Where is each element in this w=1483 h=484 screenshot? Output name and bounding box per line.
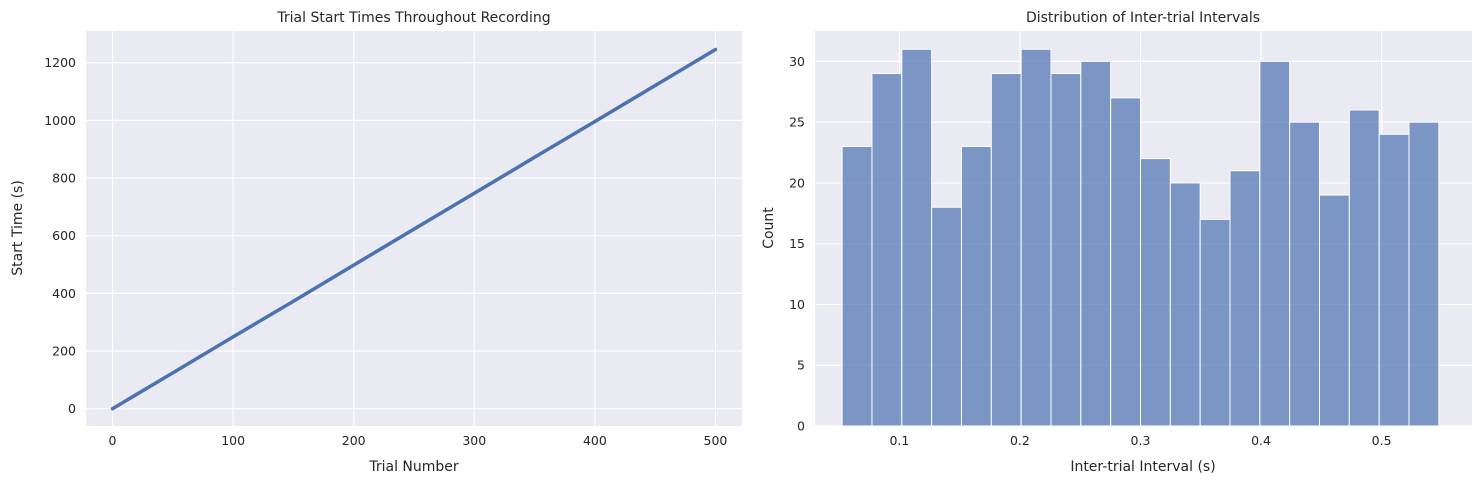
histogram-bar	[1259, 60, 1291, 427]
series-line	[110, 47, 718, 411]
y-tick-label: 0	[797, 419, 805, 434]
histogram-bar	[871, 73, 903, 427]
histogram-bars	[841, 48, 1440, 427]
y-tick-label: 30	[789, 54, 805, 69]
histogram-bar	[1319, 194, 1350, 427]
inter-trial-interval-histogram: 0.1 0.2 0.3 0.4 0.5 0 5 10 15 20 25 30 Distribution…	[761, 10, 1472, 475]
histogram-bar	[1199, 218, 1231, 427]
y-axis-label: Count	[761, 207, 777, 249]
histogram-bar	[931, 206, 962, 427]
histogram-bar	[1408, 121, 1440, 427]
y-tick-label: 400	[52, 286, 76, 301]
x-tick-label: 500	[704, 433, 728, 448]
gridlines	[86, 31, 742, 426]
y-tick-label: 600	[52, 228, 76, 243]
y-tick-label: 0	[68, 401, 76, 416]
histogram-bar	[1169, 182, 1201, 427]
x-tick-label: 0.3	[1131, 433, 1151, 448]
x-tick-label: 200	[342, 433, 366, 448]
y-tick-label: 20	[789, 175, 805, 190]
histogram-bar	[1080, 60, 1112, 427]
histogram-bar	[1050, 73, 1082, 427]
start-time-line	[110, 47, 718, 411]
y-tick-label: 25	[789, 115, 805, 130]
histogram-bar	[1020, 48, 1052, 427]
y-axis-label: Start Time (s)	[10, 180, 26, 276]
tick-labels: 0 100 200 300 400 500 0 200 400 600 800 1000 1200	[44, 55, 727, 448]
y-tick-label: 10	[789, 297, 805, 312]
histogram-bar	[1289, 121, 1321, 427]
trial-start-times-chart: 0 100 200 300 400 500 0 200 400 600 800 1000 1200 Tr…	[10, 10, 742, 475]
chart-title: Distribution of Inter-trial Intervals	[1026, 10, 1260, 26]
histogram-bar	[1229, 170, 1261, 427]
histogram-bar	[901, 48, 933, 427]
x-tick-label: 100	[221, 433, 245, 448]
y-tick-label: 5	[797, 358, 805, 373]
histogram-bar	[990, 73, 1022, 427]
chart-title: Trial Start Times Throughout Recording	[276, 10, 550, 26]
histogram-bar	[1378, 133, 1410, 427]
y-tick-label: 1000	[44, 113, 76, 128]
tick-labels: 0.1 0.2 0.3 0.4 0.5 0 5 10 15 20 25 30	[789, 54, 1391, 448]
histogram-bar	[1110, 97, 1141, 427]
y-tick-label: 1200	[44, 55, 76, 70]
x-tick-label: 400	[583, 433, 607, 448]
x-tick-label: 0.2	[1010, 433, 1030, 448]
histogram-bar	[841, 145, 873, 427]
histogram-bar	[960, 145, 992, 427]
y-tick-label: 800	[52, 171, 76, 186]
histogram-bar	[1139, 158, 1171, 427]
x-tick-label: 0.4	[1251, 433, 1271, 448]
x-axis-label: Trial Number	[368, 459, 459, 475]
x-tick-label: 300	[462, 433, 486, 448]
x-tick-label: 0	[109, 433, 117, 448]
y-tick-label: 200	[52, 344, 76, 359]
x-tick-label: 0.5	[1372, 433, 1392, 448]
x-tick-label: 0.1	[889, 433, 909, 448]
y-tick-label: 15	[789, 236, 805, 251]
x-axis-label: Inter-trial Interval (s)	[1070, 459, 1215, 475]
histogram-bar	[1348, 109, 1380, 427]
